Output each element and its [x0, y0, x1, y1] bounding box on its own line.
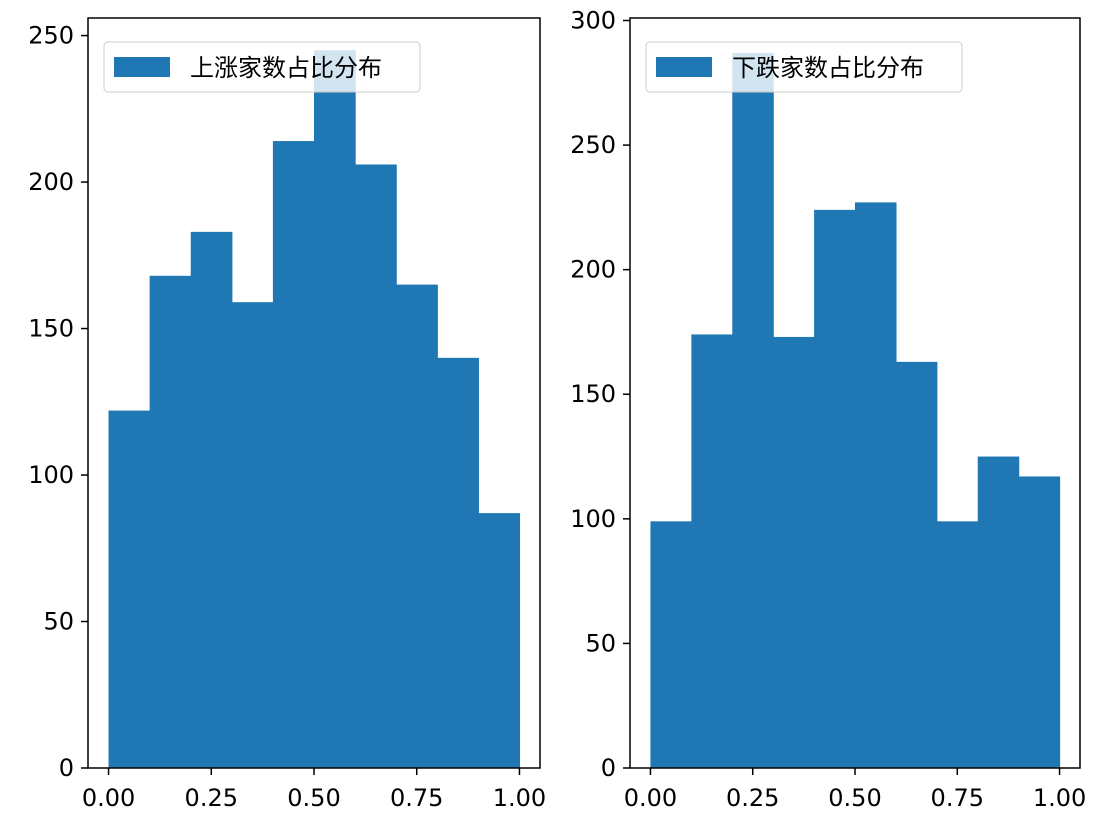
y-tick-label: 0: [601, 754, 616, 782]
histogram-bar: [314, 50, 356, 768]
x-tick-label: 0.50: [828, 784, 881, 812]
y-tick-label: 150: [28, 315, 74, 343]
histogram-bar: [650, 521, 692, 768]
legend-label: 下跌家数占比分布: [732, 54, 924, 82]
legend-box: [645, 41, 963, 93]
x-tick-label: 0.00: [624, 784, 677, 812]
histogram-bar: [691, 334, 733, 768]
histogram-bar: [190, 231, 233, 768]
histogram-bar: [977, 456, 1020, 768]
y-tick-label: 100: [570, 505, 616, 533]
chart-panel-1: 0.00 0.25 0.50 0.75 1.00 0 50 100 150 200 250 上涨家数占…: [28, 17, 546, 812]
histogram-bar: [437, 357, 479, 768]
histogram-bar: [1018, 476, 1061, 768]
y-tick-label: 50: [585, 629, 616, 657]
x-tick-label: 0.00: [82, 784, 135, 812]
histogram-bar: [231, 302, 274, 768]
histogram-bar: [272, 141, 315, 768]
histogram-bar: [855, 202, 897, 768]
y-tick-label: 250: [570, 131, 616, 159]
y-tick-label: 0: [59, 754, 74, 782]
legend-label: 上涨家数占比分布: [190, 54, 382, 82]
histogram-bar: [732, 52, 774, 768]
y-tick-label: 150: [570, 380, 616, 408]
histogram-bar: [355, 164, 397, 768]
histogram-bar: [895, 361, 938, 768]
legend-swatch: [656, 57, 712, 77]
y-tick-label: 300: [570, 6, 616, 34]
y-tick-label: 250: [28, 22, 74, 50]
y-tick-label: 200: [570, 256, 616, 284]
x-tick-label: 0.50: [287, 784, 340, 812]
x-tick-label: 0.25: [185, 784, 238, 812]
histogram-bar: [773, 336, 815, 768]
legend: 上涨家数占比分布: [103, 41, 421, 93]
histogram-bar: [149, 275, 192, 768]
legend: 下跌家数占比分布: [645, 41, 963, 93]
x-tick-label: 0.75: [931, 784, 984, 812]
histogram-bar: [108, 410, 151, 768]
x-tick-label: 0.75: [390, 784, 443, 812]
y-tick-label: 100: [28, 461, 74, 489]
histogram-bar: [478, 513, 521, 768]
histogram-bar: [936, 521, 979, 768]
chart-panel-2: 0.00 0.25 0.50 0.75 1.00 0 50 100 150 200 250 300 下跌…: [570, 6, 1086, 812]
y-tick-label: 200: [28, 168, 74, 196]
legend-box: [103, 41, 421, 93]
x-tick-label: 1.00: [493, 784, 546, 812]
histogram-bar: [814, 209, 856, 768]
x-tick-label: 0.25: [726, 784, 779, 812]
x-tick-label: 1.00: [1033, 784, 1086, 812]
legend-swatch: [114, 57, 170, 77]
histogram-bar: [396, 284, 438, 768]
y-tick-label: 50: [43, 608, 74, 636]
